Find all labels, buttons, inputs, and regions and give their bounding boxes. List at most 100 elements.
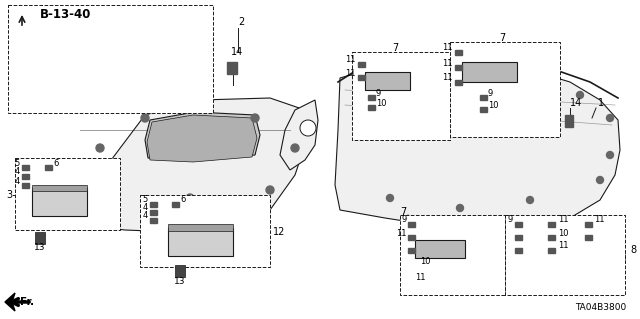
Circle shape (467, 64, 474, 71)
Text: 9: 9 (402, 216, 407, 225)
Text: 6: 6 (53, 159, 58, 167)
Bar (548, 222, 555, 227)
Text: 4: 4 (15, 167, 20, 176)
Text: 11: 11 (594, 216, 605, 225)
Text: 11: 11 (442, 73, 453, 83)
Circle shape (362, 85, 369, 92)
Bar (455, 50, 462, 55)
Circle shape (141, 114, 149, 122)
Bar (358, 62, 365, 67)
Circle shape (527, 71, 534, 78)
Bar (358, 75, 365, 80)
Bar (150, 218, 157, 223)
Bar (365, 72, 410, 90)
Text: 10: 10 (420, 257, 430, 266)
Bar (115, 75, 121, 87)
Text: 13: 13 (35, 243, 45, 253)
Bar (32, 185, 87, 191)
Text: 4: 4 (143, 211, 148, 220)
Bar (116, 45, 124, 51)
Text: 12: 12 (273, 227, 285, 237)
Bar (150, 202, 157, 207)
Text: 7: 7 (392, 43, 398, 53)
Bar (8, 5, 213, 113)
Bar (172, 202, 179, 207)
Text: 7: 7 (400, 207, 406, 217)
Bar (15, 158, 120, 230)
Text: 7: 7 (499, 33, 505, 43)
Bar (505, 215, 625, 295)
Polygon shape (147, 115, 257, 162)
Bar (191, 55, 199, 61)
Bar (565, 115, 573, 127)
Circle shape (387, 195, 394, 202)
Text: 11: 11 (346, 56, 356, 64)
Bar (95, 75, 103, 82)
Bar (585, 235, 592, 240)
Bar (150, 210, 157, 215)
Bar (168, 228, 233, 256)
Text: 2: 2 (238, 17, 244, 27)
Circle shape (291, 144, 299, 152)
Polygon shape (280, 100, 318, 170)
Text: 5: 5 (143, 196, 148, 204)
Polygon shape (335, 60, 620, 230)
Bar (22, 165, 29, 170)
Bar (400, 215, 505, 295)
Text: 10: 10 (376, 99, 387, 108)
Text: 11: 11 (442, 58, 453, 68)
Bar (455, 65, 462, 70)
Text: 1: 1 (598, 98, 604, 108)
Text: 10: 10 (558, 228, 568, 238)
Circle shape (406, 69, 413, 76)
Text: TA04B3800: TA04B3800 (575, 303, 627, 313)
Bar (21, 87, 29, 93)
Bar (22, 174, 29, 179)
Bar (515, 248, 522, 253)
Circle shape (607, 115, 614, 122)
Bar (352, 52, 450, 140)
Bar (81, 52, 89, 58)
Bar (548, 248, 555, 253)
Bar (368, 105, 375, 110)
Bar (175, 265, 185, 277)
Text: 4: 4 (15, 176, 20, 186)
Text: 9: 9 (376, 88, 381, 98)
Bar (408, 248, 415, 253)
Text: 10: 10 (488, 100, 499, 109)
Bar (455, 80, 462, 85)
Bar (462, 62, 517, 82)
Bar (408, 222, 415, 227)
Text: 9: 9 (488, 88, 493, 98)
Text: 4: 4 (143, 204, 148, 212)
Circle shape (527, 197, 534, 204)
Text: 6: 6 (180, 196, 186, 204)
Circle shape (607, 152, 614, 159)
Bar (35, 232, 45, 244)
Bar (55, 80, 65, 88)
Text: 11: 11 (558, 241, 568, 250)
Circle shape (300, 120, 316, 136)
Text: 13: 13 (174, 278, 186, 286)
Polygon shape (5, 293, 15, 302)
Bar (515, 235, 522, 240)
Polygon shape (50, 98, 310, 232)
Bar (415, 240, 465, 258)
Circle shape (96, 144, 104, 152)
Bar (22, 183, 29, 188)
Bar (480, 107, 487, 112)
Circle shape (456, 204, 463, 211)
Text: 14: 14 (570, 98, 582, 108)
Text: 3: 3 (6, 190, 12, 200)
Bar (51, 59, 59, 65)
Bar (480, 95, 487, 100)
Bar (140, 195, 270, 267)
Text: B-13-40: B-13-40 (40, 8, 92, 21)
Bar (32, 188, 87, 216)
Text: 5: 5 (15, 159, 20, 167)
Text: 11: 11 (346, 69, 356, 78)
Circle shape (266, 186, 274, 194)
Bar (548, 235, 555, 240)
Circle shape (251, 114, 259, 122)
Bar (450, 42, 560, 137)
